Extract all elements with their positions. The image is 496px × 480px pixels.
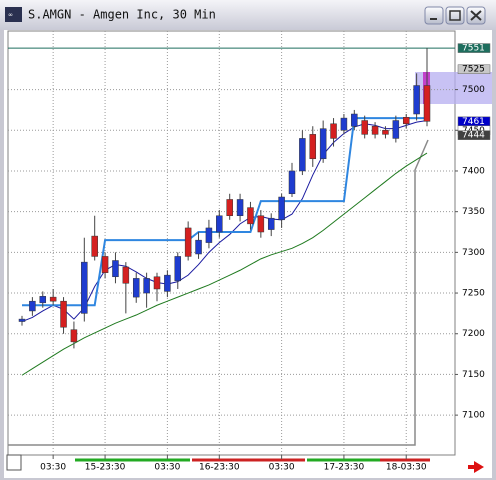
candle-body xyxy=(413,85,420,115)
candle-body xyxy=(205,227,213,243)
candle-body xyxy=(257,215,265,233)
price-tag-label: 7444 xyxy=(462,131,485,141)
candle-body xyxy=(143,278,150,294)
price-tag-label: 7551 xyxy=(462,44,485,54)
candle-body xyxy=(60,300,67,328)
candle-body xyxy=(340,117,348,131)
price-tag-label: 7461 xyxy=(462,117,485,127)
candle-body xyxy=(132,278,140,298)
candle-body xyxy=(382,130,389,135)
candle-body xyxy=(351,113,358,127)
candle-body xyxy=(216,215,223,233)
candle-body xyxy=(371,125,379,135)
candle-body xyxy=(299,138,306,172)
candle-body xyxy=(309,134,317,160)
candle-body xyxy=(423,85,431,122)
scroll-box[interactable] xyxy=(6,454,22,471)
candle-body xyxy=(402,117,410,125)
indicator-line xyxy=(8,139,429,446)
candle-body xyxy=(361,120,368,135)
candle-body xyxy=(153,276,161,290)
indicator-line xyxy=(21,152,428,376)
price-tag xyxy=(457,64,491,74)
candle-body xyxy=(184,227,192,257)
candle-body xyxy=(267,217,275,230)
y-tick-label: 7200 xyxy=(462,329,485,339)
y-tick-label: 7350 xyxy=(462,207,485,217)
price-tag-label: 7525 xyxy=(462,65,485,75)
maximize-button[interactable] xyxy=(445,6,465,25)
candle-body xyxy=(330,123,337,139)
candle-body xyxy=(122,266,130,284)
y-tick-label: 7400 xyxy=(462,166,485,176)
candle-body xyxy=(226,199,233,216)
window-title: S.AMGN - Amgen Inc, 30 Min xyxy=(28,8,216,22)
close-button[interactable] xyxy=(466,6,486,25)
scroll-arrow[interactable] xyxy=(468,461,484,473)
y-tick-label: 7300 xyxy=(462,248,485,258)
x-tick-label: 03:30 xyxy=(154,463,180,473)
candle-body xyxy=(70,329,78,343)
candle-body xyxy=(236,199,244,216)
candle-body xyxy=(101,256,109,273)
price-tag xyxy=(457,130,491,140)
app-icon xyxy=(5,7,22,22)
indicator-line xyxy=(21,120,428,322)
minimize-button[interactable] xyxy=(424,6,444,25)
price-tag xyxy=(457,43,491,53)
indicator-line xyxy=(22,117,427,307)
x-tick-label: 18-03:30 xyxy=(386,463,427,473)
candle-body xyxy=(81,261,88,314)
candle-body xyxy=(247,207,254,225)
candle-body xyxy=(39,296,47,304)
plot-area xyxy=(7,30,456,456)
x-tick-label: 03:30 xyxy=(40,463,66,473)
title-bar xyxy=(0,0,496,30)
x-tick-label: 15-23:30 xyxy=(85,463,126,473)
candle-body xyxy=(112,260,119,278)
candle-body xyxy=(278,196,285,221)
y-tick-label: 7250 xyxy=(462,289,485,299)
candle-body xyxy=(288,170,296,195)
x-tick-label: 17-23:30 xyxy=(324,463,365,473)
x-tick-label: 03:30 xyxy=(269,463,295,473)
candle-body xyxy=(392,120,400,139)
y-tick-label: 7500 xyxy=(462,85,485,95)
candle-body xyxy=(174,256,182,282)
y-tick-label: 7150 xyxy=(462,370,485,380)
candle-body xyxy=(29,300,36,312)
candle-body xyxy=(18,318,26,322)
app-icon-glyph: ∞ xyxy=(8,12,13,19)
candle-body xyxy=(91,235,98,257)
candle-body xyxy=(195,239,202,255)
candle-body xyxy=(49,296,57,302)
candle-body xyxy=(319,128,327,160)
x-tick-label: 16-23:30 xyxy=(199,463,240,473)
y-tick-label: 7100 xyxy=(462,411,485,421)
candle-body xyxy=(164,274,171,292)
